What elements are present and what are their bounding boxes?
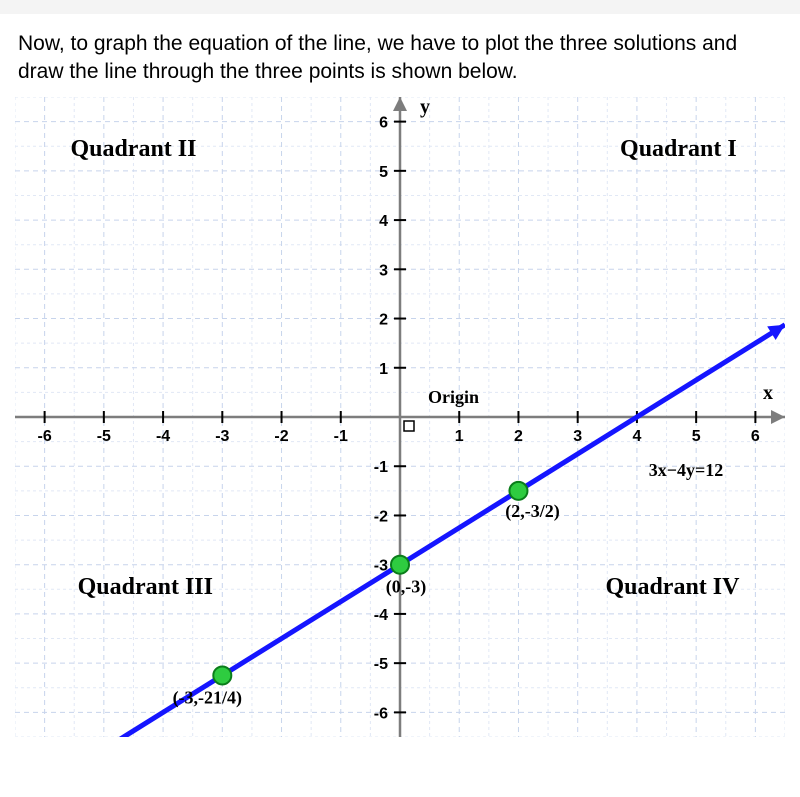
y-tick-label: 3 bbox=[379, 262, 388, 279]
plotted-point bbox=[509, 482, 527, 500]
x-tick-label: -2 bbox=[274, 428, 288, 445]
x-axis-label: x bbox=[763, 382, 773, 404]
x-tick-label: -1 bbox=[334, 428, 348, 445]
x-tick-label: -4 bbox=[156, 428, 170, 445]
y-tick-label: -6 bbox=[374, 705, 388, 722]
y-tick-label: -2 bbox=[374, 508, 388, 525]
y-tick-label: -5 bbox=[374, 656, 388, 673]
coordinate-graph: -6-5-4-3-2-1123456-6-5-4-3-2-1123456yxOr… bbox=[15, 97, 785, 737]
origin-label: Origin bbox=[428, 387, 479, 407]
quadrant-1-label: Quadrant I bbox=[620, 136, 737, 162]
x-tick-label: 3 bbox=[573, 428, 582, 445]
instruction-text: Now, to graph the equation of the line, … bbox=[0, 14, 800, 97]
window-top-bar bbox=[0, 0, 800, 14]
y-tick-label: -4 bbox=[374, 607, 388, 624]
x-tick-label: 2 bbox=[514, 428, 523, 445]
x-tick-label: 6 bbox=[751, 428, 760, 445]
y-tick-label: -1 bbox=[374, 459, 388, 476]
y-axis-label: y bbox=[420, 97, 430, 118]
plotted-point bbox=[391, 555, 409, 573]
graph-svg: -6-5-4-3-2-1123456-6-5-4-3-2-1123456yxOr… bbox=[15, 97, 785, 737]
y-tick-label: 1 bbox=[379, 360, 388, 377]
x-tick-label: -6 bbox=[37, 428, 51, 445]
y-tick-label: 5 bbox=[379, 164, 388, 181]
equation-label: 3x−4y=12 bbox=[649, 460, 724, 480]
quadrant-2-label: Quadrant II bbox=[70, 136, 196, 162]
y-tick-label: 4 bbox=[379, 213, 388, 230]
point-label: (-3,-21/4) bbox=[173, 687, 242, 708]
y-tick-label: 6 bbox=[379, 114, 388, 131]
x-tick-label: 5 bbox=[692, 428, 701, 445]
quadrant-3-label: Quadrant III bbox=[78, 574, 213, 600]
point-label: (0,-3) bbox=[386, 576, 426, 597]
x-tick-label: 1 bbox=[455, 428, 464, 445]
x-tick-label: -3 bbox=[215, 428, 229, 445]
x-tick-label: 4 bbox=[632, 428, 641, 445]
quadrant-4-label: Quadrant IV bbox=[605, 574, 740, 600]
y-tick-label: 2 bbox=[379, 311, 388, 328]
x-tick-label: -5 bbox=[97, 428, 111, 445]
plotted-point bbox=[213, 666, 231, 684]
point-label: (2,-3/2) bbox=[505, 501, 559, 522]
